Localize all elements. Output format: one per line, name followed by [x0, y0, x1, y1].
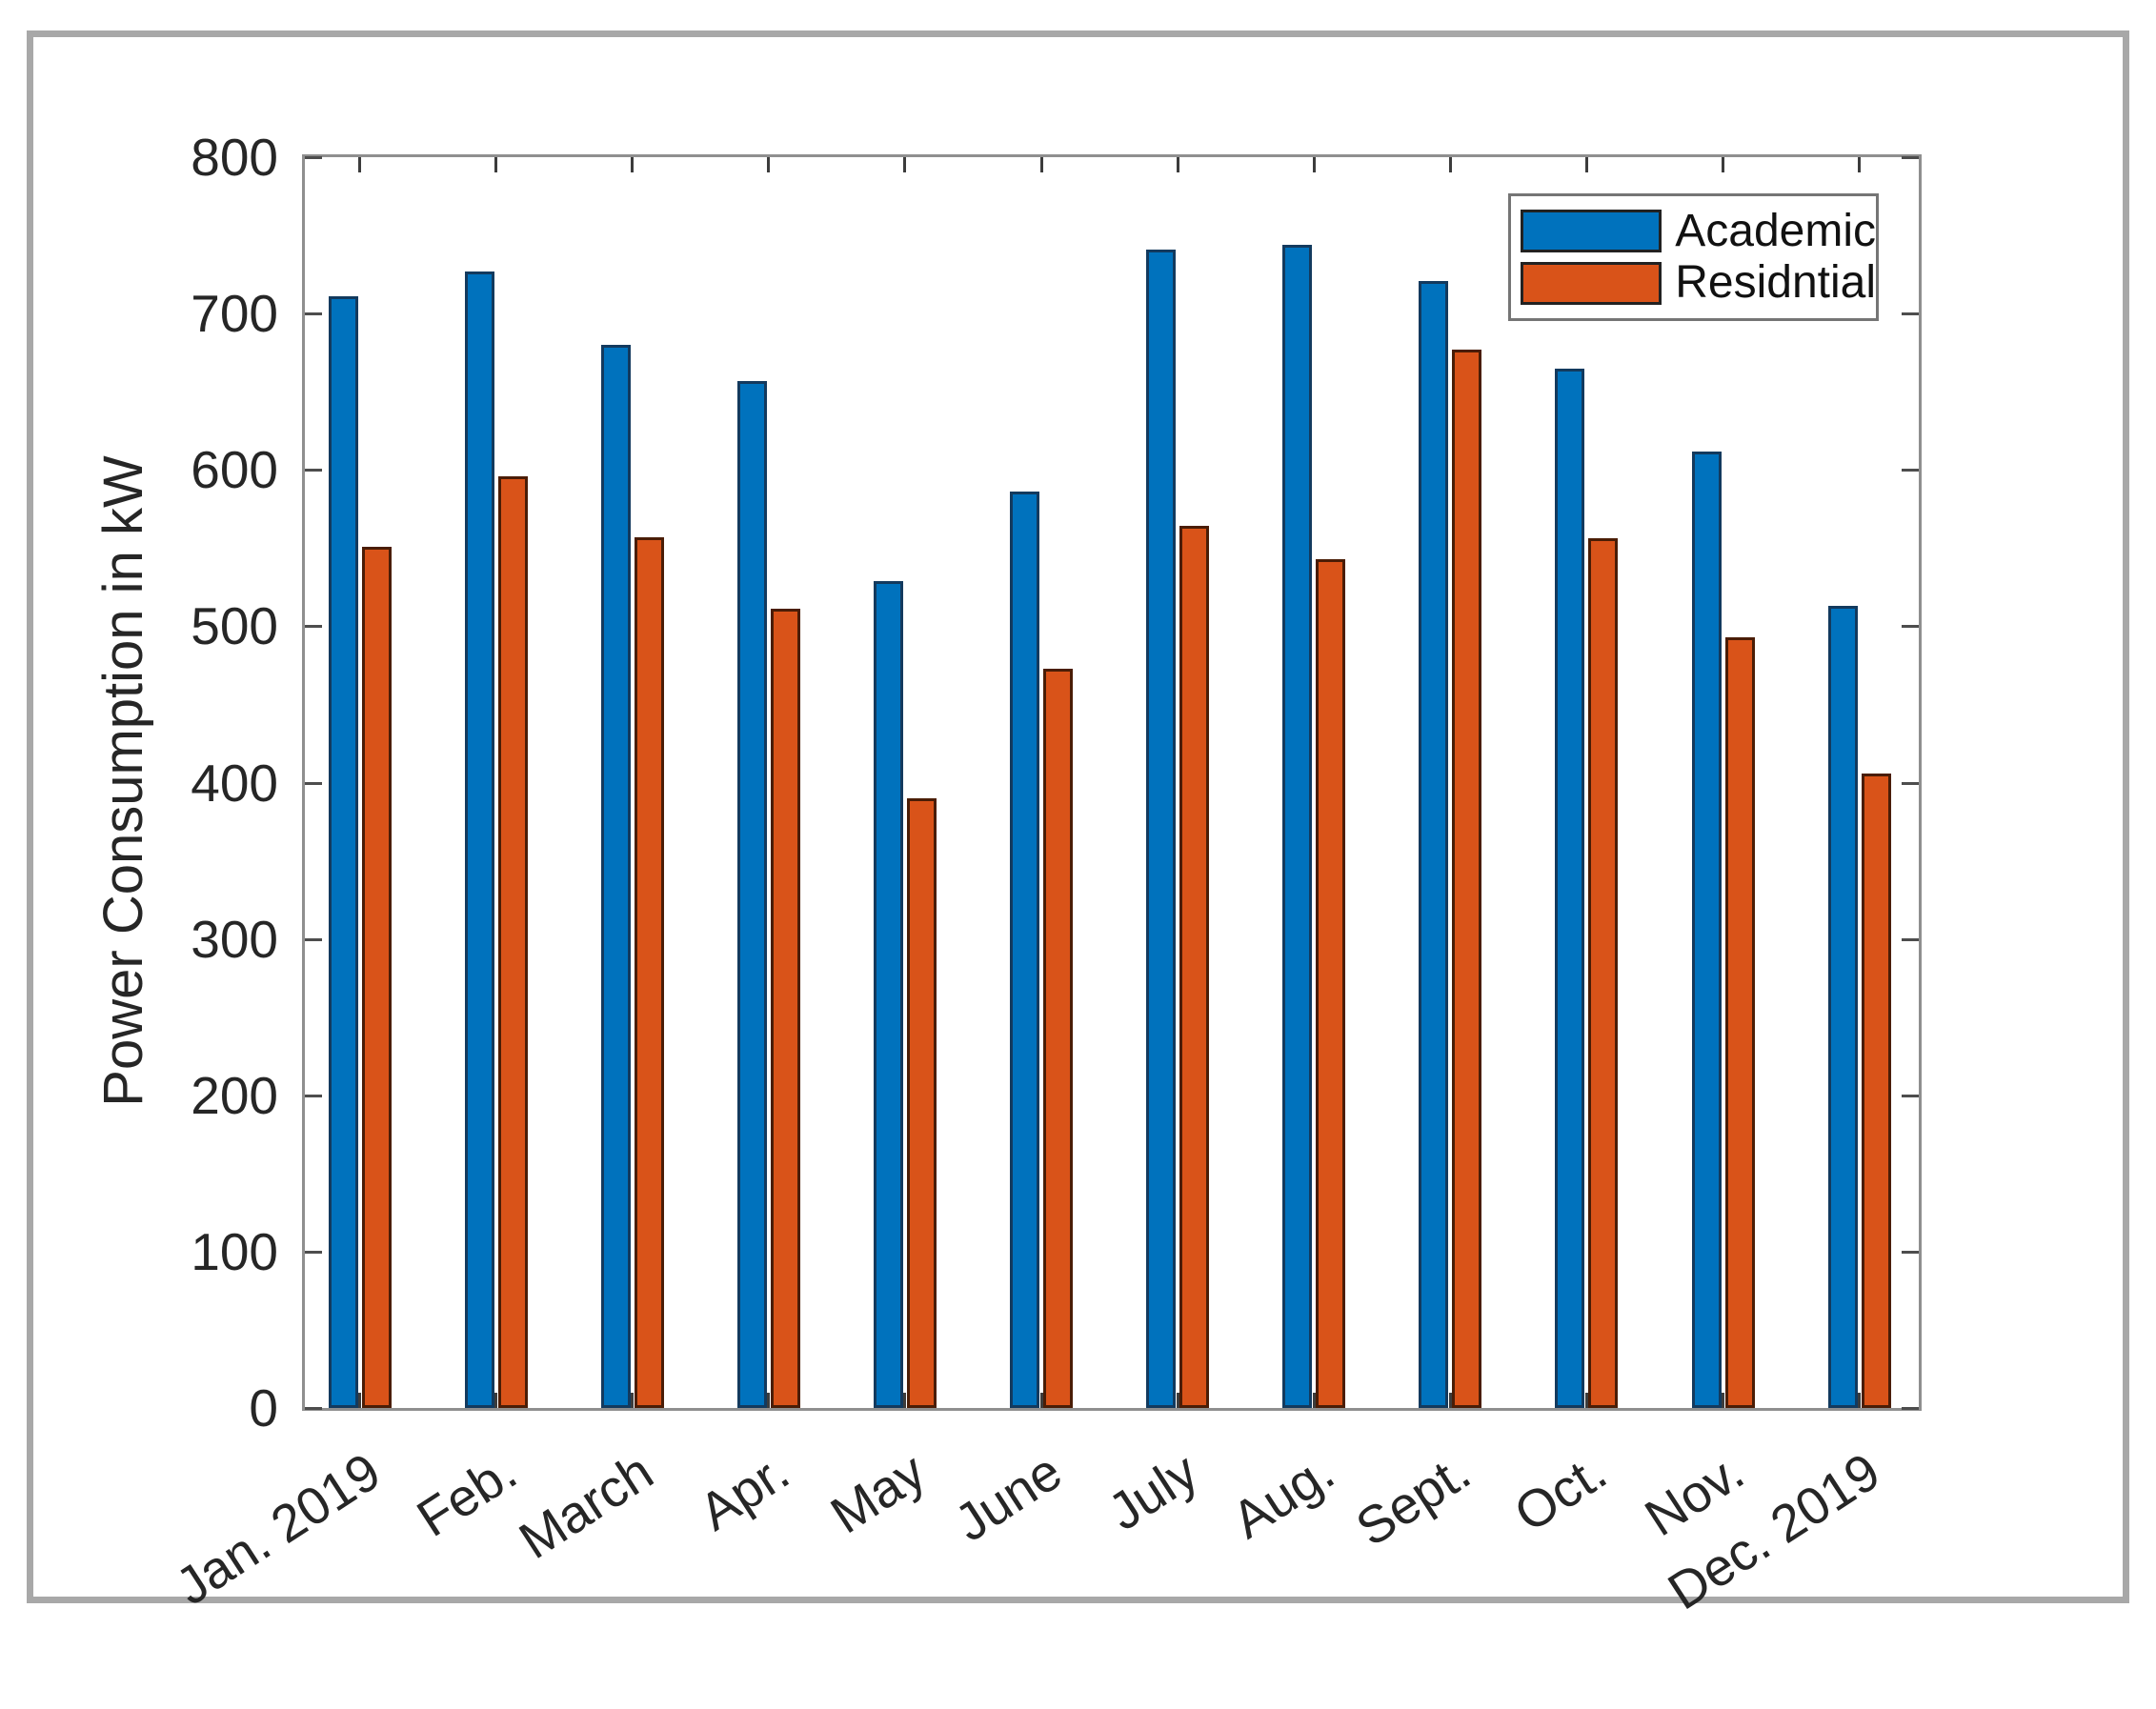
x-tick: [358, 157, 361, 172]
legend-swatch: [1521, 210, 1662, 253]
x-tick: [903, 1393, 907, 1408]
academic-bar: [873, 581, 903, 1408]
y-tick: [305, 937, 322, 941]
x-tick: [1448, 157, 1452, 172]
x-tick: [767, 1393, 771, 1408]
y-tick: [1902, 625, 1919, 629]
residential-bar: [770, 609, 800, 1408]
academic-bar: [328, 296, 358, 1408]
x-tick: [1858, 1393, 1862, 1408]
y-tick-label: 0: [249, 1378, 278, 1438]
residential-bar: [1724, 637, 1755, 1408]
x-tick: [1176, 1393, 1179, 1408]
y-tick: [305, 625, 322, 629]
academic-bar: [736, 381, 767, 1408]
y-tick-label: 500: [191, 596, 278, 656]
y-tick: [305, 312, 322, 316]
y-tick-label: 400: [191, 753, 278, 813]
legend-label: Residntial: [1675, 257, 1876, 309]
x-tick: [1176, 157, 1179, 172]
residential-bar: [906, 798, 937, 1408]
residential-bar: [497, 476, 528, 1408]
residential-bar: [361, 547, 392, 1408]
x-tick: [903, 157, 907, 172]
legend: Academic Residntial: [1508, 193, 1879, 321]
figure-frame: Power Consumption in kW Academic Residnti…: [27, 30, 2129, 1621]
residential-bar: [1179, 526, 1210, 1408]
residential-bar: [634, 537, 664, 1408]
legend-row: Residntial: [1511, 260, 1876, 306]
academic-bar: [464, 271, 494, 1408]
x-tick: [1584, 157, 1588, 172]
academic-bar: [1010, 492, 1039, 1408]
y-tick: [305, 1094, 322, 1097]
academic-bar: [1146, 250, 1177, 1408]
legend-row: Academic: [1511, 205, 1876, 256]
y-tick: [1902, 469, 1919, 472]
y-tick-label: 300: [191, 909, 278, 969]
y-tick: [1902, 312, 1919, 316]
x-tick: [1722, 157, 1724, 172]
x-tick: [1312, 1393, 1316, 1408]
legend-swatch: [1521, 261, 1662, 305]
residential-bar: [1316, 559, 1346, 1408]
y-tick: [1902, 1407, 1919, 1410]
y-tick: [1902, 937, 1919, 941]
x-tick: [1722, 1393, 1724, 1408]
academic-bar: [1282, 245, 1313, 1408]
y-tick: [1902, 781, 1919, 785]
residential-bar: [1452, 350, 1482, 1408]
x-tick: [1312, 157, 1316, 172]
y-tick-label: 600: [191, 440, 278, 500]
academic-bar: [1555, 369, 1585, 1408]
x-tick: [1039, 1393, 1043, 1408]
residential-bar: [1588, 538, 1619, 1408]
y-tick: [305, 156, 322, 159]
y-tick-label: 700: [191, 284, 278, 344]
x-tick: [358, 1393, 361, 1408]
academic-bar: [1827, 606, 1858, 1408]
y-tick: [305, 469, 322, 472]
residential-bar: [1043, 669, 1073, 1408]
y-tick: [305, 1407, 322, 1410]
legend-label: Academic: [1675, 205, 1876, 256]
academic-bar: [1691, 452, 1722, 1408]
y-tick-label: 200: [191, 1065, 278, 1125]
x-tick: [1448, 1393, 1452, 1408]
x-tick: [1858, 157, 1862, 172]
residential-bar: [1861, 774, 1891, 1408]
y-tick-label: 100: [191, 1221, 278, 1281]
x-tick: [631, 1393, 635, 1408]
y-tick: [305, 1250, 322, 1254]
plot-area: Academic Residntial: [302, 154, 1922, 1411]
x-tick: [767, 157, 771, 172]
academic-bar: [600, 345, 631, 1408]
x-tick: [631, 157, 635, 172]
y-tick-label: 800: [191, 128, 278, 187]
y-tick: [1902, 156, 1919, 159]
y-tick: [305, 781, 322, 785]
x-tick: [1584, 1393, 1588, 1408]
x-tick: [494, 157, 498, 172]
y-tick: [1902, 1094, 1919, 1097]
y-tick: [1902, 1250, 1919, 1254]
x-tick: [1039, 157, 1043, 172]
academic-bar: [1419, 281, 1449, 1408]
x-tick: [494, 1393, 498, 1408]
